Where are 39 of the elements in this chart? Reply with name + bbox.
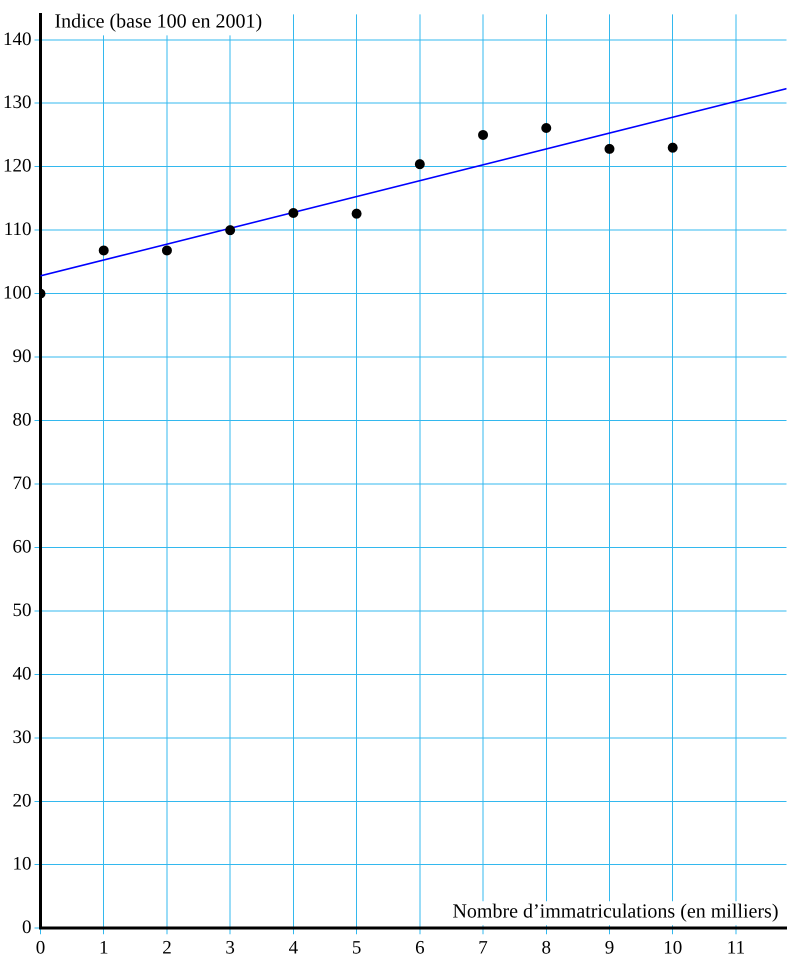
x-axis-title: Nombre d’immatriculations (en milliers) [452,900,778,922]
x-tick-label: 1 [98,938,108,959]
point [352,208,362,219]
x-tick-label: 3 [225,938,235,959]
y-tick-label: 80 [12,410,32,431]
x-tick-label: 2 [162,938,172,959]
point [541,122,552,133]
x-tick-label: 8 [542,938,552,959]
point [414,159,425,170]
point [225,225,236,236]
x-tick-label: 6 [415,938,425,959]
y-tick-label: 30 [12,726,32,748]
point [478,130,488,140]
y-tick-label: 50 [12,600,32,621]
y-tick-label: 90 [12,346,32,368]
y-tick-label: 130 [3,92,32,114]
y-tick-label: 120 [3,156,32,177]
y-tick-label: 60 [12,536,32,558]
x-tick-label: 11 [726,938,746,959]
x-tick-label: 9 [604,938,614,959]
x-tick-label: 4 [288,938,299,959]
y-tick-label: 10 [12,854,32,875]
y-tick-label: 100 [3,282,32,304]
x-tick-label: 7 [478,938,488,959]
point [668,142,678,153]
y-tick-label: 20 [12,790,32,812]
x-tick-label: 5 [352,938,362,959]
x-tick-label: 0 [36,938,46,959]
point [604,144,614,154]
point [98,245,109,256]
y-tick-label: 70 [12,472,32,494]
y-tick-label: 110 [4,219,32,240]
x-tick-label: 10 [663,938,682,959]
point [162,245,172,256]
point [288,208,298,218]
y-axis-title: Indice (base 100 en 2001) [54,10,262,33]
y-tick-label: 0 [22,917,32,938]
y-tick-label: 140 [3,28,32,50]
y-tick-label: 40 [12,663,32,684]
